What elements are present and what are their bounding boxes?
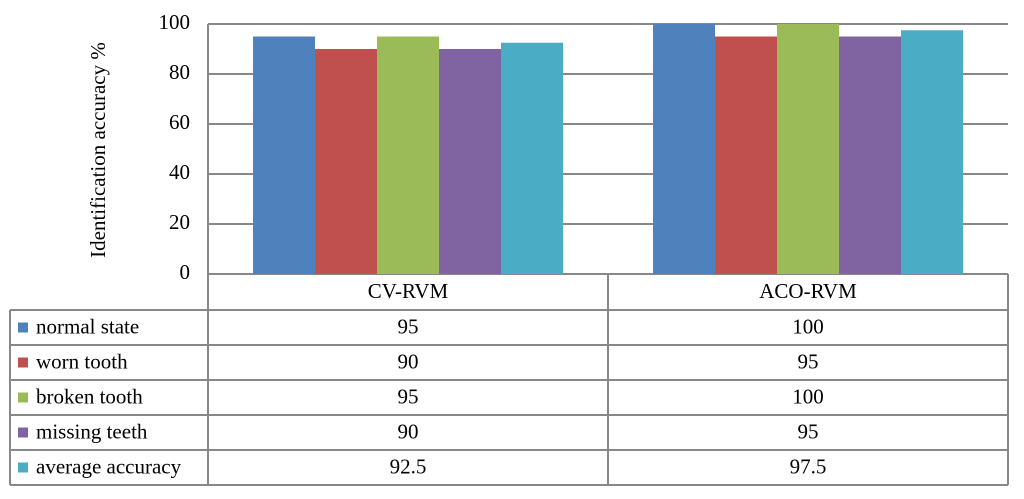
bar <box>377 36 439 274</box>
y-tick-label: 60 <box>169 110 190 134</box>
bar <box>439 49 501 274</box>
y-tick-label: 20 <box>169 210 190 234</box>
table-value: 95 <box>798 349 819 373</box>
table-value: 100 <box>792 384 824 408</box>
y-tick-label: 40 <box>169 160 190 184</box>
legend-label: worn tooth <box>36 349 128 373</box>
table-value: 90 <box>398 349 419 373</box>
legend-swatch <box>18 462 28 473</box>
table-value: 95 <box>798 419 819 443</box>
table-value: 92.5 <box>390 454 427 478</box>
bar <box>501 42 563 274</box>
y-tick-label: 0 <box>180 260 191 284</box>
bar <box>777 24 839 274</box>
table-value: 90 <box>398 419 419 443</box>
y-tick-label: 80 <box>169 60 190 84</box>
table-value: 97.5 <box>790 454 827 478</box>
bar <box>653 24 715 274</box>
legend-swatch <box>18 427 28 438</box>
table-value: 95 <box>398 384 419 408</box>
legend-label: average accuracy <box>36 454 182 478</box>
bar <box>901 30 963 274</box>
bar <box>715 36 777 274</box>
bar <box>839 36 901 274</box>
legend-swatch <box>18 357 28 368</box>
bar <box>253 36 315 274</box>
legend-label: missing teeth <box>36 419 148 443</box>
table-value: 95 <box>398 314 419 338</box>
bar <box>315 49 377 274</box>
legend-swatch <box>18 322 28 333</box>
y-axis-label: Identification accuracy % <box>86 42 110 258</box>
table-value: 100 <box>792 314 824 338</box>
legend-label: normal state <box>36 314 139 338</box>
x-tick-label: ACO-RVM <box>759 279 857 303</box>
y-tick-label: 100 <box>159 10 191 34</box>
x-tick-label: CV-RVM <box>368 279 449 303</box>
legend-label: broken tooth <box>36 384 143 408</box>
legend-swatch <box>18 392 28 403</box>
